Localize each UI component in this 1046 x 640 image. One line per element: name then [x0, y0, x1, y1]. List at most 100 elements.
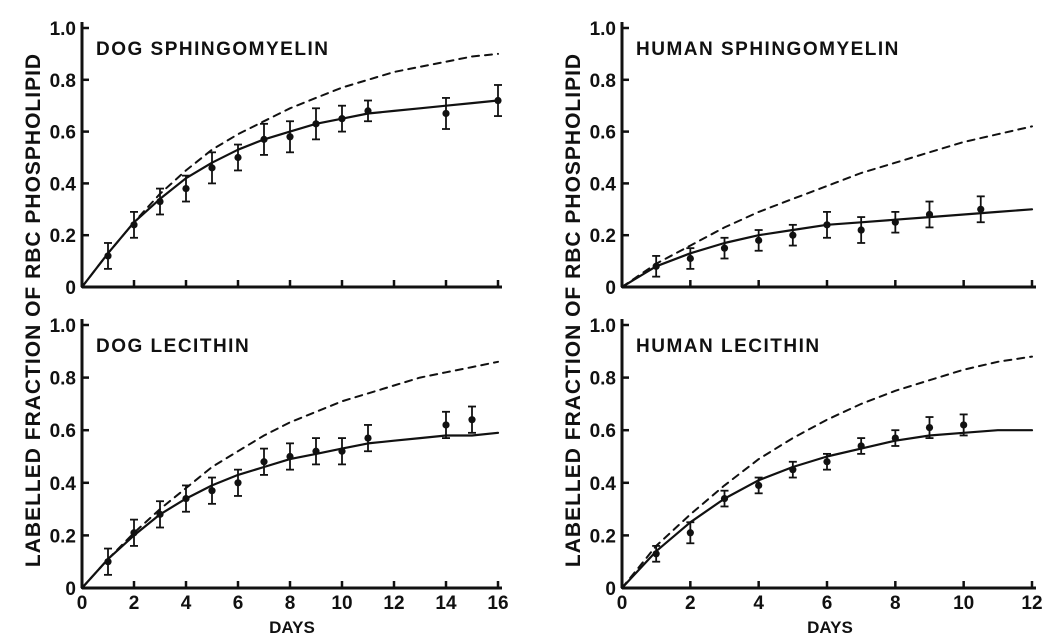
- y-tick-label: 0.4: [590, 174, 617, 195]
- y-tick-label: 0: [65, 579, 76, 600]
- data-point: [720, 494, 729, 503]
- data-point-group: [857, 437, 866, 455]
- panel-human-sphingomyelin: 0 0.2 0.4 0.6 0.8 1.0 HUMAN SPHINGOMYELIN: [590, 19, 1036, 299]
- data-point: [208, 487, 216, 495]
- y-tick-label: 0.8: [50, 71, 76, 92]
- data-point: [789, 466, 797, 474]
- data-point: [208, 164, 216, 172]
- data-point-group: [260, 447, 268, 476]
- data-point-group: [754, 476, 763, 495]
- data-point-group: [652, 545, 661, 563]
- data-point-group: [156, 187, 164, 216]
- data-point-group: [857, 216, 866, 244]
- data-point: [234, 153, 242, 162]
- x-tick-label: 12: [1021, 593, 1042, 614]
- data-point: [960, 421, 968, 429]
- data-point: [925, 210, 934, 219]
- data-point: [286, 452, 294, 461]
- y-tick-label: 0.2: [50, 226, 76, 247]
- data-point-group: [286, 442, 294, 471]
- data-point-group: [823, 210, 831, 239]
- data-point-group: [720, 236, 729, 260]
- data-point-group: [442, 410, 450, 439]
- y-tick-label: 0.8: [590, 369, 616, 390]
- y-tick-label: 0.6: [50, 123, 76, 144]
- data-point-group: [959, 413, 968, 437]
- y-tick-label: 1.0: [590, 19, 616, 40]
- data-point-group: [312, 107, 320, 141]
- data-point: [338, 115, 346, 123]
- data-point-group: [468, 405, 476, 434]
- data-point: [977, 205, 985, 213]
- theoretical-curve-dashed: [81, 52, 499, 288]
- theoretical-curve-dashed: [621, 355, 1033, 589]
- x-tick-label: 10: [331, 593, 352, 614]
- data-point-group: [156, 500, 164, 529]
- data-point: [104, 558, 112, 566]
- data-point: [857, 226, 865, 234]
- theoretical-curve-dashed: [621, 125, 1033, 288]
- data-point-group: [208, 476, 216, 505]
- x-tick-label: 0: [617, 593, 628, 614]
- data-point-group: [286, 120, 294, 154]
- data-point: [156, 197, 164, 206]
- data-point-group: [686, 521, 695, 545]
- data-point: [338, 447, 346, 455]
- data-point: [789, 231, 797, 239]
- data-point-group: [234, 143, 242, 172]
- data-point-group: [686, 247, 695, 270]
- data-point-group: [234, 468, 242, 497]
- y-tick-label: 0.2: [590, 526, 616, 547]
- x-tick-label: 4: [753, 593, 764, 614]
- data-point: [364, 434, 372, 442]
- data-point-group: [338, 437, 346, 466]
- data-point: [442, 109, 450, 118]
- y-tick-label: 0: [605, 278, 616, 299]
- data-point: [130, 529, 138, 537]
- x-axis-title-left: DAYS: [269, 618, 315, 637]
- data-point-group: [925, 416, 934, 439]
- data-point-group: [364, 424, 372, 453]
- data-point-group: [891, 429, 900, 447]
- data-point: [652, 550, 660, 558]
- data-point-group: [494, 84, 502, 117]
- y-tick-label: 0.2: [50, 526, 76, 547]
- panel-title: DOG LECITHIN: [96, 336, 250, 357]
- y-tick-label: 0.4: [590, 474, 617, 495]
- panel-dog-lecithin: 0 0.2 0.4 0.6 0.8 1.0 0 2 4 6 8 10 12 14 16 DOG LECITHI…: [50, 316, 509, 614]
- x-tick-label: 6: [822, 593, 833, 614]
- data-point: [494, 96, 502, 105]
- data-point-group: [260, 122, 268, 156]
- data-point: [312, 120, 320, 128]
- panel-title: DOG SPHINGOMYELIN: [96, 39, 329, 60]
- data-point-group: [208, 151, 216, 185]
- data-point-group: [652, 255, 661, 278]
- data-point-group: [130, 518, 138, 547]
- y-tick-label: 0.2: [590, 226, 616, 247]
- x-tick-label: 2: [129, 593, 140, 614]
- y-axis-title-right: LABELLED FRACTION OF RBC PHOSPHOLIPID: [562, 53, 585, 567]
- data-point-group: [442, 97, 450, 130]
- data-point-group: [720, 489, 729, 508]
- data-point: [260, 135, 268, 143]
- data-point: [652, 262, 660, 270]
- panel-dog-sphingomyelin: 0 0.2 0.4 0.6 0.8 1.0 DOG SPHINGOMYELIN: [50, 19, 502, 299]
- data-point: [720, 244, 729, 252]
- data-point: [823, 221, 831, 229]
- data-point-group: [823, 452, 831, 471]
- panel-human-lecithin: 0 0.2 0.4 0.6 0.8 1.0 0 2 4 6 8 10 12 HUMAN LECITHIN: [590, 316, 1043, 614]
- y-tick-label: 0.4: [50, 174, 77, 195]
- x-tick-label: 10: [953, 593, 974, 614]
- data-point-group: [925, 200, 934, 229]
- y-tick-label: 0.6: [590, 123, 616, 144]
- x-tick-label: 16: [487, 593, 508, 614]
- y-tick-label: 0.6: [590, 421, 616, 442]
- data-point: [104, 252, 112, 260]
- y-tick-label: 0.8: [590, 71, 616, 92]
- y-tick-label: 0.6: [50, 421, 76, 442]
- x-tick-label: 6: [233, 593, 244, 614]
- data-point-group: [788, 223, 797, 247]
- data-point: [156, 510, 164, 518]
- data-point: [286, 133, 294, 141]
